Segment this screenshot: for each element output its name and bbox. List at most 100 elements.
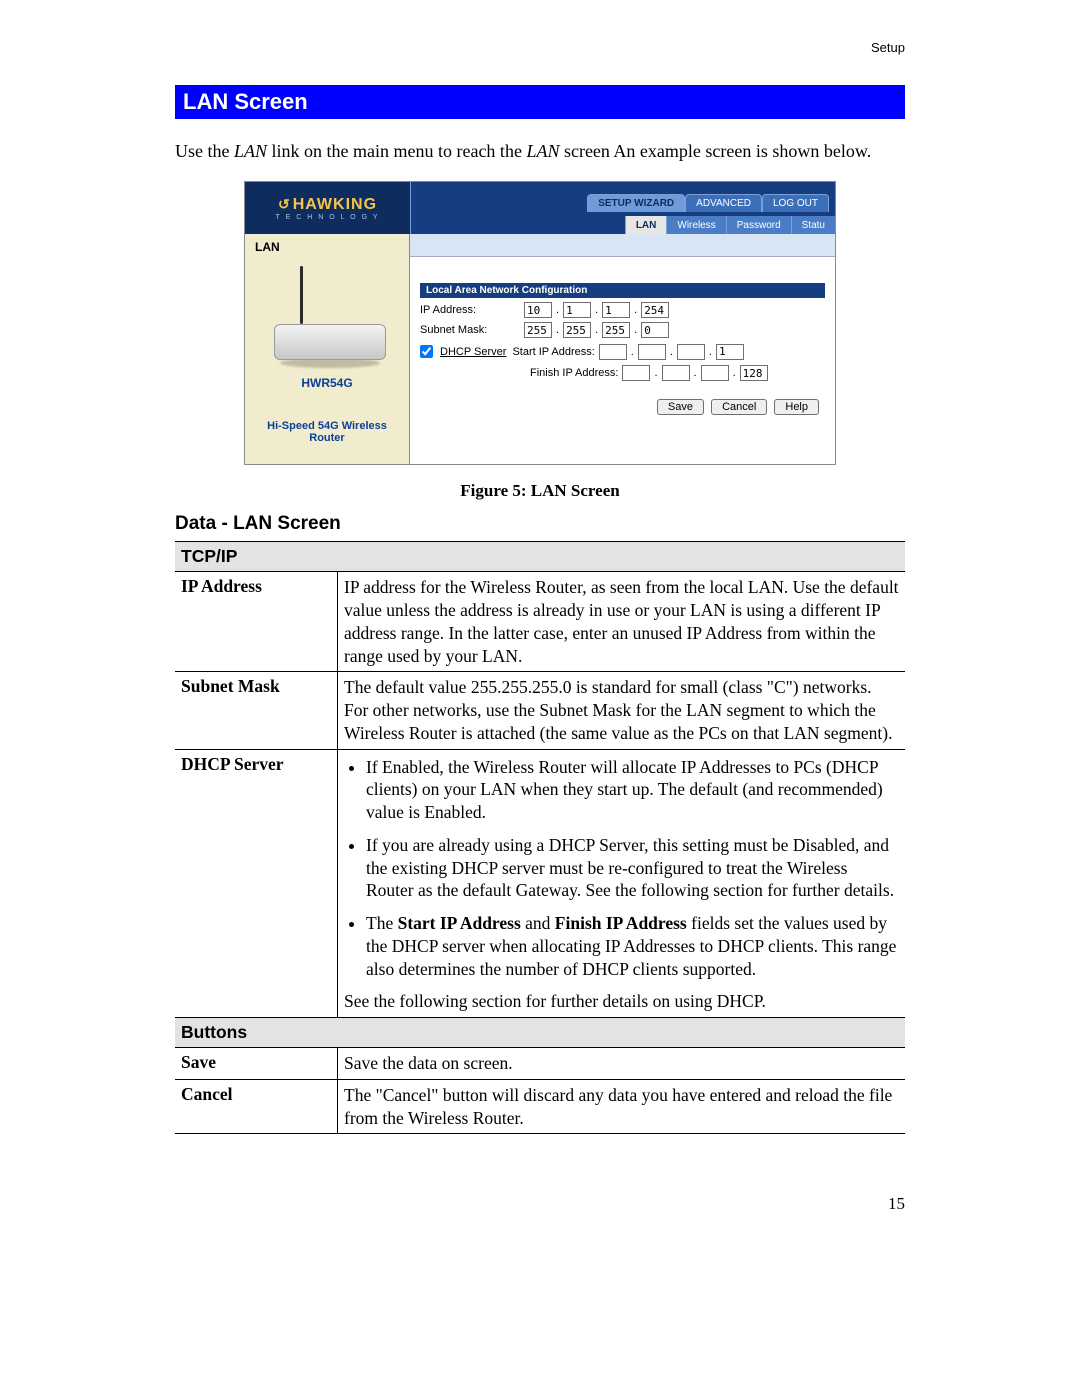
start-octet-1[interactable]: [599, 344, 627, 360]
dhcp-finish-row: Finish IP Address: . . .: [420, 365, 825, 381]
tab-advanced[interactable]: ADVANCED: [685, 194, 762, 212]
row-label-mask: Subnet Mask: [175, 672, 338, 749]
mask-label: Subnet Mask:: [420, 324, 520, 336]
row-desc-mask: The default value 255.255.255.0 is stand…: [338, 672, 906, 749]
row-desc-save: Save the data on screen.: [338, 1048, 906, 1080]
ip-octet-4[interactable]: [641, 302, 669, 318]
ip-octet-2[interactable]: [563, 302, 591, 318]
start-octet-4[interactable]: [716, 344, 744, 360]
device-base: [274, 324, 386, 360]
config-header: Local Area Network Configuration: [420, 283, 825, 298]
intro-text2: link on the main menu to reach the: [267, 141, 526, 161]
secondary-tabs: LAN Wireless Password Statu: [625, 216, 835, 234]
finish-octet-4[interactable]: [740, 365, 768, 381]
finish-octet-3[interactable]: [701, 365, 729, 381]
finish-ip-label: Finish IP Address:: [420, 367, 618, 379]
tab-lan[interactable]: LAN: [625, 216, 667, 234]
dot: .: [556, 304, 559, 316]
dot: .: [631, 346, 634, 358]
config-block: Local Area Network Configuration IP Addr…: [420, 283, 825, 381]
dot: .: [595, 324, 598, 336]
start-octet-2[interactable]: [638, 344, 666, 360]
row-label-dhcp: DHCP Server: [175, 749, 338, 1018]
save-button[interactable]: Save: [657, 399, 704, 415]
row-desc-cancel: The "Cancel" button will discard any dat…: [338, 1079, 906, 1134]
dot: .: [654, 367, 657, 379]
router-topbar: HAWKING T E C H N O L O G Y SETUP WIZARD…: [245, 182, 835, 234]
intro-text3: screen An example screen is shown below.: [559, 141, 871, 161]
device-model: HWR54G: [249, 376, 405, 390]
figure-caption: Figure 5: LAN Screen: [175, 481, 905, 501]
page-container: Setup LAN Screen Use the LAN link on the…: [0, 0, 1080, 1254]
router-sidebar: LAN HWR54G Hi-Speed 54G Wireless Router: [245, 234, 410, 464]
data-table: TCP/IP IP Address IP address for the Wir…: [175, 541, 905, 1134]
dot: .: [634, 304, 637, 316]
device-desc: Hi-Speed 54G Wireless Router: [249, 420, 405, 444]
section-tcpip: TCP/IP: [175, 542, 905, 572]
device-illustration: [262, 262, 392, 372]
ip-octet-1[interactable]: [524, 302, 552, 318]
mask-octet-1[interactable]: [524, 322, 552, 338]
dot: .: [709, 346, 712, 358]
page-number: 15: [175, 1194, 905, 1214]
help-button[interactable]: Help: [774, 399, 819, 415]
mask-octet-2[interactable]: [563, 322, 591, 338]
cancel-button[interactable]: Cancel: [711, 399, 767, 415]
sidebar-title: LAN: [249, 240, 405, 254]
dhcp-tail: See the following section for further de…: [344, 991, 766, 1011]
dot: .: [634, 324, 637, 336]
row-desc-dhcp: If Enabled, the Wireless Router will all…: [338, 749, 906, 1018]
finish-octet-1[interactable]: [622, 365, 650, 381]
router-main: Local Area Network Configuration IP Addr…: [410, 234, 835, 464]
dot: .: [694, 367, 697, 379]
tab-setup-wizard[interactable]: SETUP WIZARD: [587, 194, 685, 212]
start-ip-label: Start IP Address:: [512, 346, 594, 358]
logo-sub: T E C H N O L O G Y: [276, 214, 380, 221]
ip-label: IP Address:: [420, 304, 520, 316]
row-label-cancel: Cancel: [175, 1079, 338, 1134]
figure-wrap: HAWKING T E C H N O L O G Y SETUP WIZARD…: [175, 181, 905, 465]
device-antenna: [300, 266, 303, 324]
router-body: LAN HWR54G Hi-Speed 54G Wireless Router …: [245, 234, 835, 464]
dot: .: [595, 304, 598, 316]
dot: .: [556, 324, 559, 336]
tab-status[interactable]: Statu: [791, 216, 835, 234]
dhcp-start-row: DHCP Server Start IP Address: . . .: [420, 342, 825, 361]
ip-octet-3[interactable]: [602, 302, 630, 318]
dot: .: [670, 346, 673, 358]
start-octet-3[interactable]: [677, 344, 705, 360]
dhcp-bullet-1: If Enabled, the Wireless Router will all…: [366, 756, 899, 824]
intro-paragraph: Use the LAN link on the main menu to rea…: [175, 139, 905, 163]
section-buttons: Buttons: [175, 1018, 905, 1048]
finish-octet-2[interactable]: [662, 365, 690, 381]
tab-wireless[interactable]: Wireless: [666, 216, 725, 234]
dhcp-checkbox[interactable]: [420, 345, 433, 358]
dhcp-bullet-2: If you are already using a DHCP Server, …: [366, 834, 899, 902]
router-ui: HAWKING T E C H N O L O G Y SETUP WIZARD…: [244, 181, 836, 465]
tab-logout[interactable]: LOG OUT: [762, 194, 829, 212]
row-label-ip: IP Address: [175, 572, 338, 672]
logo-box: HAWKING T E C H N O L O G Y: [245, 182, 411, 234]
row-desc-ip: IP address for the Wireless Router, as s…: [338, 572, 906, 672]
data-subheading: Data - LAN Screen: [175, 513, 905, 535]
button-row: Save Cancel Help: [410, 399, 819, 415]
topbar-right: SETUP WIZARD ADVANCED LOG OUT LAN Wirele…: [411, 182, 835, 234]
page-heading: LAN Screen: [175, 85, 905, 119]
row-label-save: Save: [175, 1048, 338, 1080]
b3d: Finish IP Address: [555, 913, 687, 933]
dhcp-label[interactable]: DHCP Server: [440, 346, 506, 358]
b3c: and: [521, 913, 555, 933]
intro-ital2: LAN: [526, 141, 559, 161]
dot: .: [733, 367, 736, 379]
header-setup-label: Setup: [175, 40, 905, 55]
mask-octet-4[interactable]: [641, 322, 669, 338]
intro-text: Use the: [175, 141, 234, 161]
mask-row: Subnet Mask: . . .: [420, 322, 825, 338]
b3b: Start IP Address: [398, 913, 521, 933]
primary-tabs: SETUP WIZARD ADVANCED LOG OUT: [587, 194, 829, 212]
mask-octet-3[interactable]: [602, 322, 630, 338]
b3a: The: [366, 913, 398, 933]
tab-password[interactable]: Password: [726, 216, 791, 234]
logo-main: HAWKING: [278, 196, 377, 214]
dhcp-bullet-3: The Start IP Address and Finish IP Addre…: [366, 912, 899, 980]
